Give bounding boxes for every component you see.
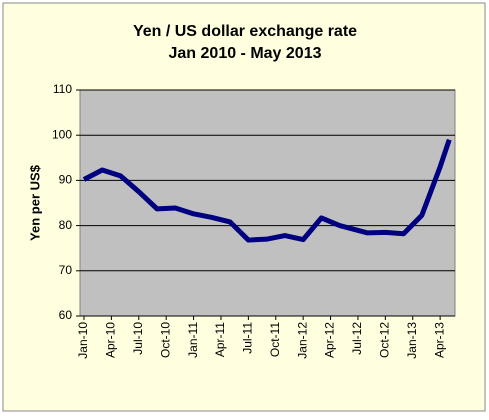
x-tick-label: Jul-10 <box>131 322 145 355</box>
y-tick-label: 80 <box>59 218 73 232</box>
data-line <box>82 138 452 243</box>
chart-subtitle: Jan 2010 - May 2013 <box>169 45 322 62</box>
x-tick-label: Apr-11 <box>213 322 227 357</box>
x-tick-label: Jul-11 <box>241 322 255 354</box>
y-tick-label: 90 <box>59 173 73 187</box>
y-axis-label: Yen per US$ <box>27 164 42 241</box>
x-tick-label: Jan-13 <box>405 322 419 359</box>
x-tick-label: Jan-10 <box>76 322 90 359</box>
x-tick-label: Jul-12 <box>350 322 364 355</box>
x-tick-label: Jan-11 <box>186 322 200 358</box>
y-tick-label: 110 <box>53 82 72 96</box>
x-tick-label: Jan-12 <box>295 322 309 359</box>
chart-title: Yen / US dollar exchange rate <box>133 23 357 40</box>
y-tick-label: 70 <box>59 263 73 277</box>
x-tick-label: Apr-10 <box>104 322 118 358</box>
x-tick-label: Apr-12 <box>323 322 337 358</box>
x-tick-label: Apr-13 <box>432 322 446 358</box>
plot-area <box>79 89 456 317</box>
y-tick-label: 100 <box>52 127 72 141</box>
x-tick-label: Oct-10 <box>158 322 172 358</box>
x-tick-label: Oct-11 <box>268 322 282 357</box>
y-tick-label: 60 <box>59 308 73 322</box>
x-tick-label: Oct-12 <box>378 322 392 358</box>
